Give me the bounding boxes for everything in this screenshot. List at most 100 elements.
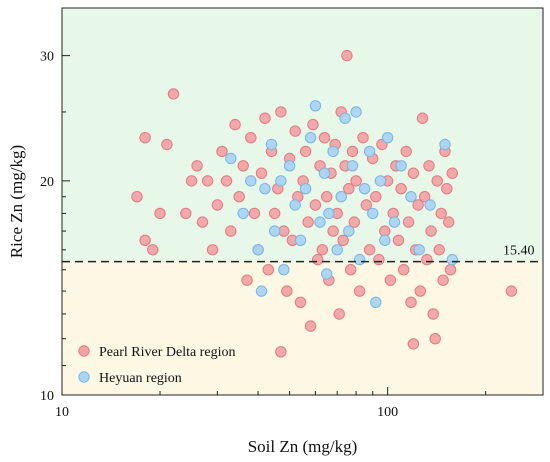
heyuan-point (294, 234, 307, 247)
pearl-river-delta-point (429, 333, 441, 345)
heyuan-point (304, 132, 317, 144)
pearl-river-delta-point (384, 274, 397, 286)
heyuan-point (370, 296, 382, 308)
pearl-river-delta-point (237, 160, 249, 172)
heyuan-point (283, 160, 296, 172)
pearl-river-delta-point (211, 199, 224, 211)
pearl-river-delta-point (327, 225, 339, 237)
pearl-river-delta-point (350, 175, 362, 187)
pearl-river-delta-point (275, 346, 287, 358)
pearl-river-delta-point (373, 253, 385, 266)
pearl-river-delta-point (185, 175, 198, 187)
pearl-river-delta-point (229, 118, 241, 131)
heyuan-point (278, 264, 290, 276)
heyuan-point (321, 268, 333, 280)
pearl-river-delta-point (225, 225, 237, 237)
heyuan-point (309, 100, 322, 112)
y-tick-label: 10 (40, 389, 54, 404)
pearl-river-delta-point (333, 308, 345, 320)
pearl-river-delta-point (505, 285, 518, 297)
pearl-river-delta-point (345, 264, 357, 276)
heyuan-point (327, 145, 339, 158)
pearl-river-delta-point (414, 285, 426, 297)
pearl-river-delta-point (421, 253, 433, 266)
heyuan-point (381, 132, 394, 144)
x-tick-label: 10 (55, 405, 69, 420)
x-axis-label: Soil Zn (mg/kg) (248, 437, 358, 456)
pearl-river-delta-point (412, 199, 424, 211)
pearl-river-delta-point (437, 274, 449, 286)
pearl-river-delta-point (431, 175, 443, 187)
heyuan-point (245, 175, 257, 187)
pearl-river-delta-point (337, 234, 349, 247)
pearl-river-delta-point (289, 125, 301, 137)
heyuan-point (346, 160, 359, 172)
pearl-river-delta-point (346, 145, 359, 158)
pearl-river-delta-point (360, 199, 372, 211)
heyuan-point (343, 225, 355, 237)
heyuan-point (395, 160, 407, 172)
heyuan-point (275, 175, 287, 187)
pearl-river-delta-point (147, 244, 159, 256)
threshold-label: 15.40 (503, 244, 535, 259)
heyuan-point (314, 216, 326, 228)
pearl-river-delta-point (441, 183, 453, 195)
pearl-river-delta-point (131, 191, 143, 203)
pearl-river-delta-point (262, 264, 274, 276)
legend-marker-heyuan (78, 371, 90, 383)
pearl-river-delta-point (248, 207, 261, 220)
heyuan-point (350, 106, 362, 118)
pearl-river-delta-point (316, 244, 328, 256)
heyuan-point (363, 145, 376, 158)
heyuan-point (255, 285, 268, 297)
pearl-river-delta-point (392, 234, 405, 247)
pearl-river-delta-point (353, 285, 366, 297)
pearl-river-delta-point (201, 175, 214, 187)
heyuan-point (358, 183, 371, 195)
pearl-river-delta-point (427, 308, 439, 320)
heyuan-point (405, 191, 417, 203)
pearl-river-delta-point (363, 244, 376, 256)
pearl-river-delta-point (180, 207, 192, 220)
pearl-river-delta-point (419, 191, 431, 203)
pearl-river-delta-point (309, 199, 322, 211)
pearl-river-delta-point (407, 167, 420, 179)
pearl-river-delta-point (435, 207, 447, 220)
heyuan-point (367, 207, 379, 220)
pearl-river-delta-point (281, 285, 293, 297)
pearl-river-delta-point (154, 207, 166, 220)
heyuan-point (424, 199, 436, 211)
pearl-river-delta-point (400, 145, 412, 158)
pearl-river-delta-point (255, 167, 268, 179)
pearl-river-delta-point (357, 132, 369, 144)
heyuan-point (388, 216, 401, 228)
pearl-river-delta-point (161, 138, 173, 151)
pearl-river-delta-point (216, 145, 228, 158)
points-layer (131, 49, 518, 358)
pearl-river-delta-point (444, 264, 457, 276)
pearl-river-delta-point (443, 216, 455, 228)
pearl-river-delta-point (220, 175, 233, 187)
heyuan-point (374, 175, 387, 187)
pearl-river-delta-point (299, 145, 312, 158)
pearl-river-delta-point (370, 191, 382, 203)
y-axis-label: Rice Zn (mg/kg) (7, 145, 26, 258)
pearl-river-delta-point (139, 234, 151, 247)
pearl-river-delta-point (245, 132, 257, 144)
legend-label-heyuan: Heyuan region (99, 371, 182, 386)
heyuan-point (265, 138, 278, 151)
y-tick-label: 30 (40, 50, 54, 65)
legend-marker-pearl (78, 345, 90, 357)
heyuan-point (252, 244, 264, 256)
heyuan-point (323, 207, 335, 220)
ticks-layer: 10 100 10 20 30 (40, 50, 544, 420)
pearl-river-delta-point (425, 225, 437, 237)
heyuan-point (331, 244, 343, 256)
x-tick-label: 100 (377, 405, 398, 420)
pearl-river-delta-point (405, 296, 417, 308)
pearl-river-delta-point (402, 216, 415, 228)
pearl-river-delta-point (395, 183, 407, 195)
y-tick-label: 20 (40, 175, 54, 190)
pearl-river-delta-point (433, 244, 445, 256)
pearl-river-delta-point (423, 160, 435, 172)
